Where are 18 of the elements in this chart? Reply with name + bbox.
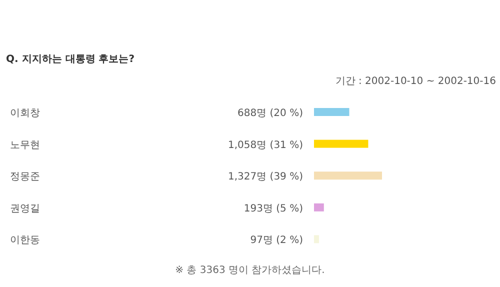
y-tick-label: 이한동 [10,235,40,246]
bar [314,203,324,212]
bar [314,235,319,244]
data-label: 97명 (2 %) [250,235,304,246]
bar [314,108,350,116]
y-tick-label: 이회창 [10,108,40,119]
y-tick-label: 정몽준 [10,172,40,183]
data-label: 1,058명 (31 %) [228,140,304,151]
data-label: 688명 (20 %) [238,108,304,119]
y-tick-label: 노무현 [10,140,40,151]
text: 기간 : 2002-10-10 ~ 2002-10-16 [335,76,496,87]
bar [314,172,382,180]
data-label: 193명 (5 %) [244,203,304,214]
text: Q. 지지하는 대통령 후보는? [6,54,135,65]
text: ※ 총 3363 명이 참가하셨습니다. [175,265,325,276]
y-tick-label: 권영길 [10,203,40,214]
data-label: 1,327명 (39 %) [228,172,304,183]
bar [314,140,368,148]
